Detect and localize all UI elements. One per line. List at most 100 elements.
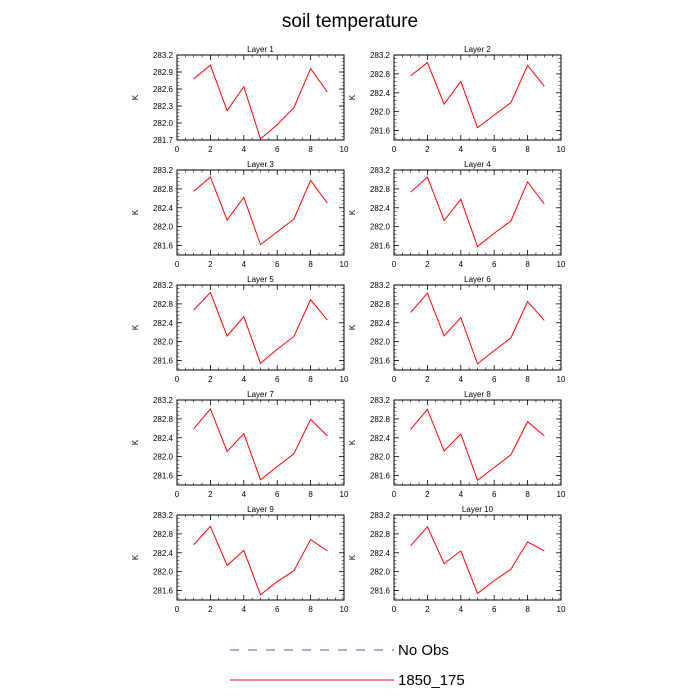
y-tick-label: 282.9 — [153, 68, 174, 77]
x-tick-label: 8 — [525, 490, 530, 499]
panel-grid: Layer 1 K 0 2 4 6 8 10 281.7 282.0 282.3 282.6 282.9… — [131, 45, 566, 614]
panel-title: Layer 5 — [247, 275, 274, 284]
x-tick-label: 10 — [340, 605, 349, 614]
x-tick-label: 4 — [242, 490, 247, 499]
y-tick-label: 283.2 — [370, 51, 391, 60]
x-tick-label: 0 — [175, 490, 180, 499]
x-tick-label: 10 — [557, 260, 566, 269]
y-tick-label: 282.0 — [153, 338, 174, 347]
y-tick-label: 282.3 — [153, 102, 174, 111]
x-tick-label: 4 — [459, 260, 464, 269]
y-tick-label: 281.6 — [153, 242, 174, 251]
series-line-1850_175 — [193, 176, 328, 246]
panel-frame — [393, 514, 562, 601]
x-tick-label: 0 — [175, 145, 180, 154]
y-axis-label: K — [131, 439, 140, 445]
panel-layer-3: Layer 3 K 0 2 4 6 8 10 281.6 282.0 282.4 282.8 283.2 — [131, 160, 349, 269]
x-tick-label: 8 — [308, 490, 313, 499]
y-axis-label: K — [131, 209, 140, 215]
panel-frame — [176, 399, 345, 486]
y-axis-label: K — [348, 209, 357, 215]
panel-frame — [393, 399, 562, 486]
x-tick-label: 0 — [392, 605, 397, 614]
panel-frame — [176, 54, 345, 141]
panel-layer-4: Layer 4 K 0 2 4 6 8 10 281.6 282.0 282.4 282.8 283.2 — [348, 160, 566, 269]
y-tick-label: 282.0 — [370, 108, 391, 117]
y-axis-label: K — [131, 324, 140, 330]
series-line-1850_175 — [193, 525, 328, 596]
panel-frame — [393, 284, 562, 371]
x-tick-label: 2 — [208, 260, 213, 269]
x-tick-label: 0 — [175, 375, 180, 384]
y-tick-label: 283.2 — [153, 396, 174, 405]
panel-frame — [176, 284, 345, 371]
y-tick-label: 282.4 — [370, 319, 391, 328]
y-axis-label: K — [131, 554, 140, 560]
panel-layer-6: Layer 6 K 0 2 4 6 8 10 281.6 282.0 282.4 282.8 283.2 — [348, 275, 566, 384]
y-tick-label: 282.0 — [153, 223, 174, 232]
x-tick-label: 4 — [459, 375, 464, 384]
x-tick-label: 4 — [242, 375, 247, 384]
y-axis-label: K — [348, 94, 357, 100]
x-tick-label: 6 — [275, 490, 280, 499]
y-tick-label: 283.2 — [370, 511, 391, 520]
y-tick-label: 282.0 — [370, 568, 391, 577]
x-tick-label: 0 — [392, 375, 397, 384]
x-tick-label: 0 — [392, 490, 397, 499]
y-tick-label: 282.4 — [370, 549, 391, 558]
x-tick-label: 0 — [175, 605, 180, 614]
series-line-1850_175 — [193, 408, 328, 481]
panel-layer-1: Layer 1 K 0 2 4 6 8 10 281.7 282.0 282.3 282.6 282.9… — [131, 45, 349, 154]
x-tick-label: 8 — [525, 375, 530, 384]
x-tick-label: 0 — [392, 145, 397, 154]
panel-title: Layer 3 — [247, 160, 274, 169]
x-tick-label: 8 — [525, 260, 530, 269]
panel-layer-2: Layer 2 K 0 2 4 6 8 10 281.6 282.0 282.4 282.8 283.2 — [348, 45, 566, 154]
x-tick-label: 4 — [242, 145, 247, 154]
x-tick-label: 6 — [492, 605, 497, 614]
x-tick-label: 8 — [308, 375, 313, 384]
y-tick-label: 283.2 — [370, 166, 391, 175]
y-tick-label: 282.4 — [153, 204, 174, 213]
x-tick-label: 2 — [425, 375, 430, 384]
panel-layer-9: Layer 9 K 0 2 4 6 8 10 281.6 282.0 282.4 282.8 283.2 — [131, 505, 349, 614]
series-line-1850_175 — [410, 292, 545, 365]
x-tick-label: 2 — [425, 260, 430, 269]
x-tick-label: 4 — [459, 145, 464, 154]
y-tick-label: 283.2 — [370, 396, 391, 405]
x-tick-label: 10 — [557, 490, 566, 499]
y-tick-label: 283.2 — [153, 281, 174, 290]
panel-title: Layer 4 — [464, 160, 491, 169]
y-tick-label: 282.0 — [370, 453, 391, 462]
x-tick-label: 2 — [425, 605, 430, 614]
x-tick-label: 8 — [525, 605, 530, 614]
legend-label: 1850_175 — [398, 672, 465, 689]
y-tick-label: 282.4 — [370, 434, 391, 443]
x-tick-label: 2 — [425, 145, 430, 154]
y-tick-label: 283.2 — [153, 166, 174, 175]
y-tick-label: 282.0 — [153, 119, 174, 128]
y-tick-label: 282.8 — [370, 70, 391, 79]
x-tick-label: 2 — [208, 605, 213, 614]
y-tick-label: 281.6 — [370, 127, 391, 136]
panel-title: Layer 10 — [462, 505, 494, 514]
x-tick-label: 6 — [275, 145, 280, 154]
panel-layer-5: Layer 5 K 0 2 4 6 8 10 281.6 282.0 282.4 282.8 283.2 — [131, 275, 349, 384]
x-tick-label: 6 — [275, 605, 280, 614]
y-tick-label: 282.8 — [370, 185, 391, 194]
y-tick-label: 281.6 — [370, 587, 391, 596]
y-tick-label: 282.0 — [153, 453, 174, 462]
y-tick-label: 281.6 — [153, 472, 174, 481]
y-axis-label: K — [348, 324, 357, 330]
x-tick-label: 10 — [557, 145, 566, 154]
x-tick-label: 8 — [308, 605, 313, 614]
y-tick-label: 282.6 — [153, 85, 174, 94]
y-tick-label: 283.2 — [153, 51, 174, 60]
x-tick-label: 6 — [492, 260, 497, 269]
y-tick-label: 281.7 — [153, 136, 174, 145]
y-tick-label: 281.6 — [370, 472, 391, 481]
x-tick-label: 10 — [340, 375, 349, 384]
y-axis-label: K — [131, 94, 140, 100]
y-tick-label: 282.8 — [153, 415, 174, 424]
